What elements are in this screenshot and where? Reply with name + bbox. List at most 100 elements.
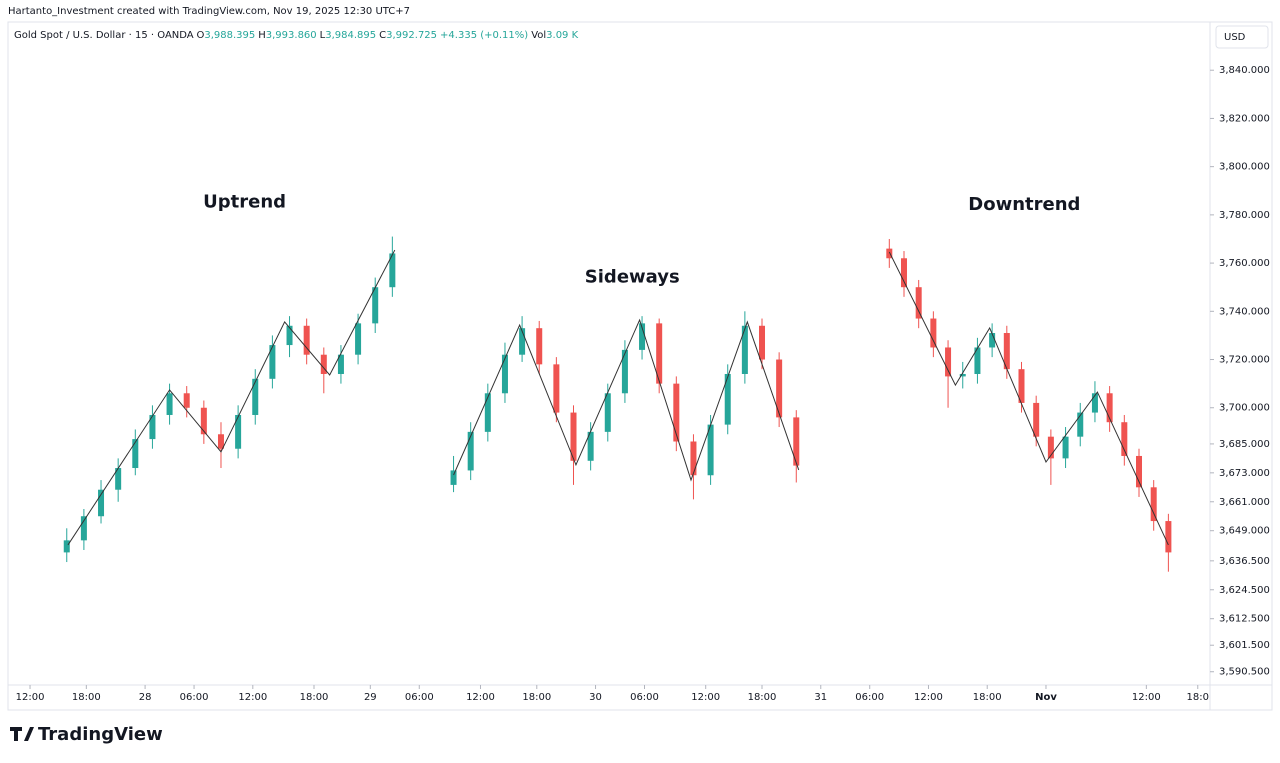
x-tick-label: 18:00 [522,692,551,703]
candle-body [673,383,680,442]
candle-body [372,287,379,324]
y-tick-label: 3,590.500 [1219,667,1270,678]
x-tick-label: Nov [1035,692,1057,703]
candle-body [484,393,491,432]
logo: TradingView [10,724,163,745]
candle-body [1091,393,1098,413]
candle-body [303,325,310,355]
y-tick-label: 3,685.000 [1219,439,1270,450]
series [63,236,396,563]
currency[interactable]: USD [1224,32,1246,43]
y-tick-label: 3,760.000 [1219,258,1270,269]
candle-body [707,424,714,476]
candle-body [183,393,190,408]
candle-body [286,325,293,346]
candle-body [337,354,344,374]
candle-body [166,393,173,415]
symbol: Gold Spot / U.S. Dollar · 15 · OANDA [14,30,194,41]
frame [7,21,1273,711]
credit: Hartanto_Investment created with Trading… [8,6,410,17]
candle-body [793,417,800,466]
y-tick-label: 3,720.000 [1219,355,1270,366]
series [886,238,1172,572]
candle-body [115,468,122,490]
candle-body [604,393,611,432]
candle-body [690,441,697,476]
x-tick-label: 06:00 [180,692,209,703]
candle-body [570,412,577,461]
x-tick-label: 12:00 [691,692,720,703]
candle-body [149,414,156,440]
x-tick-label: 18:00 [300,692,329,703]
x-tick-label: 12:00 [914,692,943,703]
candle-body [355,323,362,355]
x-tick-label: 18:00 [973,692,1002,703]
candle-body [587,431,594,461]
candle-body [98,489,105,517]
candle-body [501,354,508,394]
x-tick-label: 06:00 [855,692,884,703]
candle-body [639,323,646,350]
candle-body [269,345,276,379]
candle-body [1003,333,1010,370]
candle-body [63,540,70,553]
candle-body [467,431,474,471]
candle-body [1121,422,1128,456]
candle-body [450,470,457,485]
annotation: Downtrend [968,194,1080,215]
trend-line [888,251,1169,546]
candle-body [320,354,327,374]
logo-text: TradingView [38,724,163,745]
trend-line [67,249,396,546]
y-tick-label: 3,673.000 [1219,468,1270,479]
candle-body [1062,436,1069,459]
y-tick-label: 3,820.000 [1219,113,1270,124]
currency-box[interactable] [1215,25,1269,49]
x-tick-label: 29 [364,692,377,703]
x-tick-label: 28 [139,692,152,703]
candle-body [389,253,396,288]
candle-body [519,328,526,355]
x-tick-label: 12:00 [16,692,45,703]
y-tick-label: 3,612.500 [1219,614,1270,625]
x-tick-label: 18:0 [1187,692,1209,703]
candle-body [1106,393,1113,423]
candle-body [959,373,966,377]
y-tick-label: 3,740.000 [1219,306,1270,317]
x-tick-label: 30 [589,692,602,703]
y-tick-label: 3,649.000 [1219,526,1270,537]
series [450,311,800,500]
candle-body [1136,455,1143,488]
x-tick-label: 12:00 [466,692,495,703]
candle-body [536,328,543,365]
volume: 3.09 K [546,30,578,41]
candle-body [741,325,748,374]
symbol-legend: Gold Spot / U.S. Dollar · 15 · OANDA O 3,9… [14,30,579,41]
candle-body [974,347,981,374]
ohlc-value: 3,993.860 [266,30,317,41]
candle-body [1150,487,1157,522]
candle-body [252,378,259,415]
candle-body [1018,369,1025,403]
candle-body [621,349,628,394]
y-tick-label: 3,840.000 [1219,65,1270,76]
ohlc-value: 3,984.895 [325,30,376,41]
candle-body [915,287,922,319]
candle-body [759,325,766,360]
x-tick-label: 18:00 [72,692,101,703]
candle-body [886,248,893,259]
x-tick-label: 06:00 [405,692,434,703]
candle-body [200,407,207,435]
ohlc-label: H [258,30,266,41]
candle-body [132,439,139,469]
candle-body [900,258,907,288]
candle-body [235,414,242,449]
change: +4.335 (+0.11%) [440,30,528,41]
trend-line [453,318,800,482]
annotation: Sideways [585,266,680,287]
y-tick-label: 3,624.500 [1219,585,1270,596]
candle-body [724,373,731,425]
ohlc-label: O [196,30,204,41]
